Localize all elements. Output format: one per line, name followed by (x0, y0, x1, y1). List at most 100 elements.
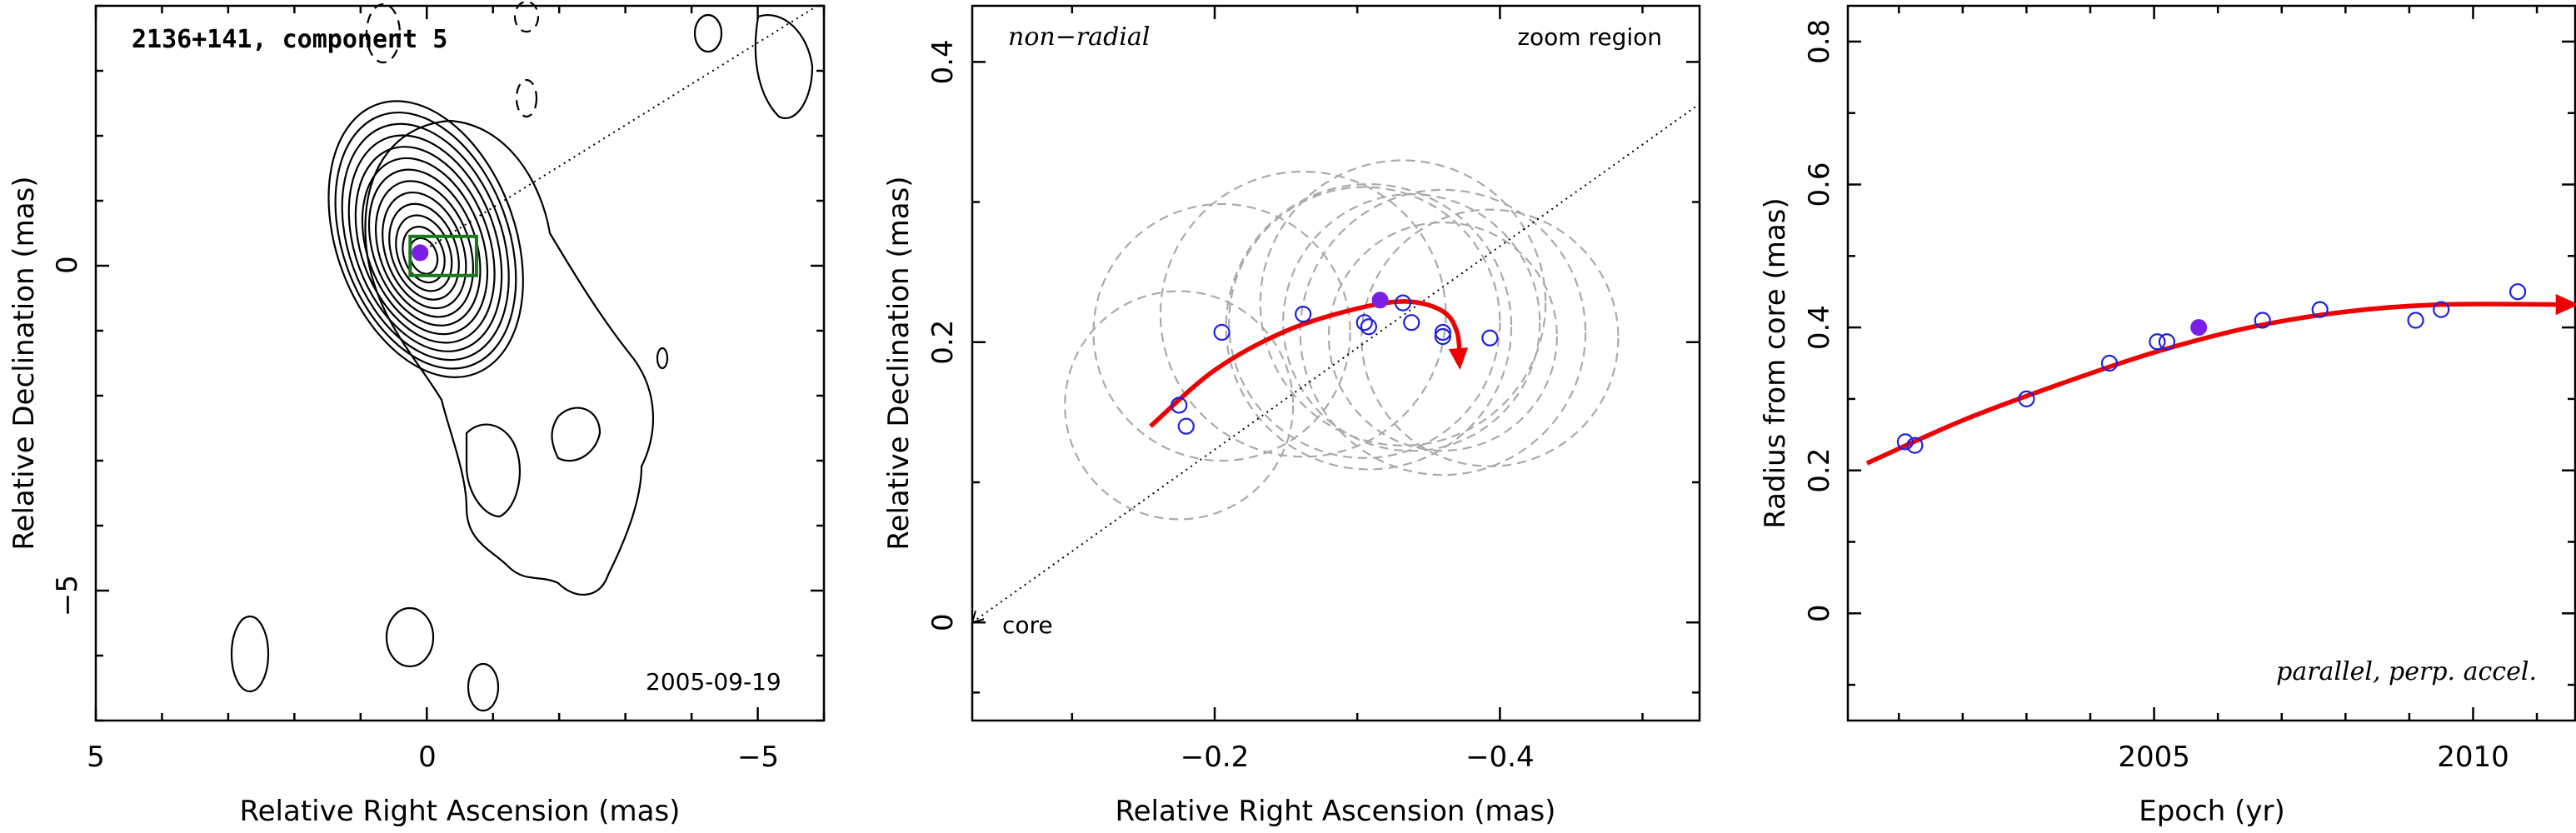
contour-level (395, 214, 453, 292)
p3-ytick-label: 0.8 (1803, 19, 1836, 64)
contour-level (347, 134, 503, 352)
p3-xtick-label: 2010 (2437, 741, 2509, 774)
contour-level (361, 157, 489, 336)
error-ellipses (1064, 159, 1620, 521)
contour-negative (513, 0, 540, 33)
contour-negative (515, 78, 538, 118)
data-point (1434, 323, 1451, 342)
core-arrow-icon (971, 610, 985, 624)
highlight-point (2190, 319, 2208, 337)
contour-island (385, 606, 435, 668)
panel2-frame (971, 4, 1701, 722)
data-points (1896, 283, 2527, 454)
p3-ytick-label: 0.4 (1803, 305, 1836, 350)
epoch-label: 2005-09-19 (646, 668, 781, 696)
data-point (2018, 390, 2035, 407)
panel1-title: 2136+141, component 5 (132, 25, 447, 54)
p2-xtick-label: −0.4 (1465, 741, 1535, 774)
fit-arrowhead-icon (1448, 347, 1469, 370)
error-ellipse (1299, 188, 1587, 476)
data-point (2158, 333, 2175, 351)
data-point (2433, 301, 2450, 318)
p3-ytick-label: 0.2 (1803, 448, 1836, 493)
non-radial-label: non−radial (1008, 22, 1150, 52)
p1-xaxis-label: Relative Right Ascension (mas) (240, 795, 681, 828)
data-point (2311, 301, 2329, 318)
data-point (1355, 314, 1373, 332)
data-point (1896, 433, 1915, 451)
error-ellipse (1259, 159, 1547, 446)
panel3-frame (1846, 4, 2576, 722)
p3-yaxis-label: Radius from core (mas) (1759, 197, 1792, 528)
contour-island (656, 347, 669, 370)
p1-ytick-label: 0 (51, 256, 84, 274)
error-ellipse (1092, 202, 1351, 462)
p1-xtick-label: 0 (418, 741, 437, 774)
contour-level (334, 111, 517, 370)
error-ellipse (1360, 208, 1620, 467)
p2-ytick-label: 0.4 (926, 39, 960, 84)
contour-island (230, 615, 270, 693)
data-point (1481, 329, 1499, 347)
zoom-box (408, 234, 478, 277)
contour-level (367, 168, 482, 327)
data-point (1906, 436, 1924, 454)
p3-ytick-label: 0.6 (1803, 162, 1836, 207)
contour-level (388, 202, 460, 301)
contour-outer (364, 119, 655, 596)
data-point (1434, 327, 1451, 346)
contour-level (402, 226, 446, 284)
highlight-point (1371, 292, 1389, 309)
direction-line (419, 5, 818, 254)
core-label: core (1002, 611, 1053, 639)
data-point (1394, 294, 1412, 312)
panel2-ticks (972, 6, 1700, 721)
p2-xtick-label: −0.2 (1181, 741, 1250, 774)
data-points (1171, 294, 1499, 435)
contour-island (754, 14, 814, 119)
p2-xaxis-label: Relative Right Ascension (mas) (1116, 795, 1556, 828)
highlight-point (412, 244, 429, 262)
data-point (2254, 312, 2271, 329)
zoom-region-label: zoom region (1517, 23, 1662, 51)
p1-xtick-label: 5 (87, 741, 105, 774)
data-point (1177, 417, 1195, 435)
panel1-ticks (94, 4, 826, 722)
core-direction-line (971, 102, 1700, 624)
panel3-ticks (1848, 6, 2575, 721)
data-point (2407, 312, 2424, 329)
contour-negative (365, 2, 402, 64)
p3-ytick-label: 0 (1803, 604, 1836, 622)
contour-island (465, 423, 521, 518)
fit-arrowhead-icon (2555, 294, 2576, 316)
data-point (1171, 397, 1188, 414)
contour-island (693, 13, 723, 53)
panel-radius-vs-epoch: parallel, perp. accel. 2005 2010 0 0.2 0… (1759, 4, 2576, 828)
p1-yaxis-label: Relative Declination (mas) (7, 176, 41, 550)
contour-island (467, 662, 500, 712)
data-point (1360, 318, 1377, 336)
contour-level (341, 122, 510, 362)
p3-xtick-label: 2005 (2118, 741, 2190, 774)
fit-curve (1149, 299, 1463, 428)
fit-curve (1865, 302, 2563, 466)
p2-ytick-label: 0 (926, 613, 960, 631)
error-ellipse (1064, 290, 1295, 521)
contour-level (327, 100, 524, 378)
panel1-frame (94, 4, 826, 722)
contour-island (551, 407, 602, 462)
data-point (1403, 314, 1420, 332)
panel-contour-map: 2136+141, component 5 2005-09-19 5 0 −5 … (7, 0, 826, 828)
p1-xtick-label: −5 (737, 741, 779, 774)
data-point (2100, 354, 2119, 372)
panel-zoom-region: non−radial zoom region core −0.2 −0.4 0 … (882, 4, 1701, 828)
contour-level (374, 180, 474, 318)
p2-ytick-label: 0.2 (926, 320, 960, 365)
data-point (1213, 323, 1231, 342)
data-point (2149, 333, 2166, 351)
p1-ytick-label: −5 (51, 575, 84, 616)
error-ellipse (1282, 193, 1541, 452)
p2-yaxis-label: Relative Declination (mas) (882, 176, 916, 550)
data-point (1295, 306, 1312, 323)
